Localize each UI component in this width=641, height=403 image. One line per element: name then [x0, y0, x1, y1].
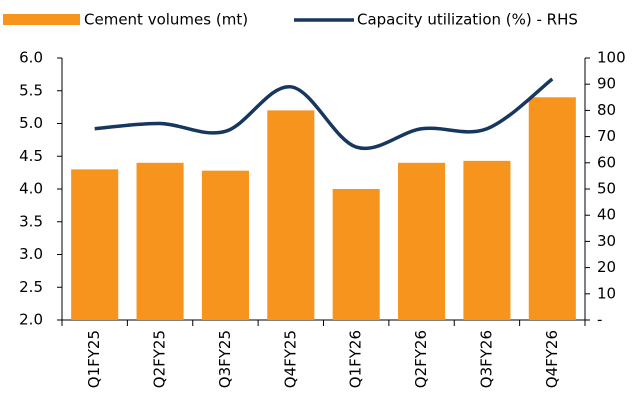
y2-tick-label: 60: [597, 153, 616, 171]
x-tick-label: Q1FY26: [347, 330, 365, 388]
y2-tick-label: 100: [597, 49, 626, 67]
bar: [267, 110, 315, 321]
y2-tick-label: -: [597, 311, 602, 329]
y-tick-label: 2.5: [19, 278, 43, 296]
bar: [136, 162, 184, 320]
line: [94, 77, 554, 151]
x-tick-label: Q3FY25: [216, 330, 234, 388]
y-tick-label: 3.5: [19, 212, 43, 230]
x-tick-label: Q1FY25: [85, 330, 103, 388]
bar: [398, 162, 446, 320]
bar: [528, 97, 576, 320]
y-tick-label: 3.0: [19, 245, 43, 263]
y2-tick-label: 40: [597, 206, 616, 224]
y2-tick-label: 80: [597, 101, 616, 119]
x-tick-label: Q2FY25: [151, 330, 169, 388]
bar: [71, 169, 119, 320]
y2-tick-label: 90: [597, 75, 616, 93]
y-tick-label: 2.0: [19, 311, 43, 329]
legend-label: Capacity utilization (%) - RHS: [357, 11, 578, 29]
x-tick-label: Q3FY26: [477, 330, 495, 388]
x-tick-label: Q4FY26: [543, 330, 561, 388]
y-tick-label: 6.0: [19, 49, 43, 67]
y2-tick-label: 50: [597, 180, 616, 198]
bar: [463, 160, 511, 320]
legend-label: Cement volumes (mt): [84, 11, 248, 29]
x-tick-label: Q2FY26: [412, 330, 430, 388]
y2-tick-label: 20: [597, 258, 616, 276]
x-tick-label: Q4FY25: [281, 330, 299, 388]
y-tick-label: 5.0: [19, 114, 43, 132]
bar: [332, 189, 380, 320]
y-tick-label: 5.5: [19, 81, 43, 99]
y-tick-label: 4.5: [19, 147, 43, 165]
y-tick-label: 4.0: [19, 180, 43, 198]
y2-tick-label: 30: [597, 232, 616, 250]
y2-tick-label: 70: [597, 127, 616, 145]
y2-tick-label: 10: [597, 284, 616, 302]
bar: [201, 170, 249, 320]
legend-swatch: [3, 14, 80, 25]
